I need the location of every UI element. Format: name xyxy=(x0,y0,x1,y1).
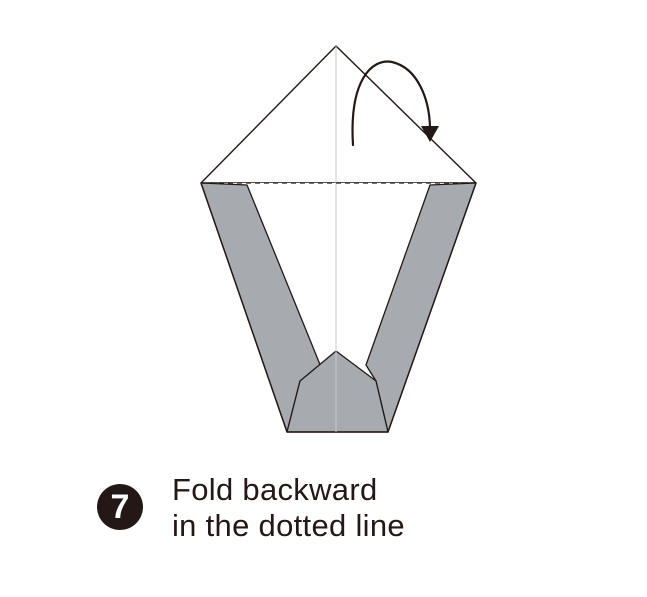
instruction-line-1: Fold backward xyxy=(172,472,378,507)
instruction-line-2: in the dotted line xyxy=(172,508,405,543)
curved-arrow-icon xyxy=(421,126,439,142)
top-triangle-flap xyxy=(200,45,477,184)
fold-arrow-curve xyxy=(351,60,432,147)
paper-outline xyxy=(200,182,477,433)
instruction-text: Fold backward in the dotted line xyxy=(172,472,405,544)
step-number-badge: 7 xyxy=(97,484,143,530)
